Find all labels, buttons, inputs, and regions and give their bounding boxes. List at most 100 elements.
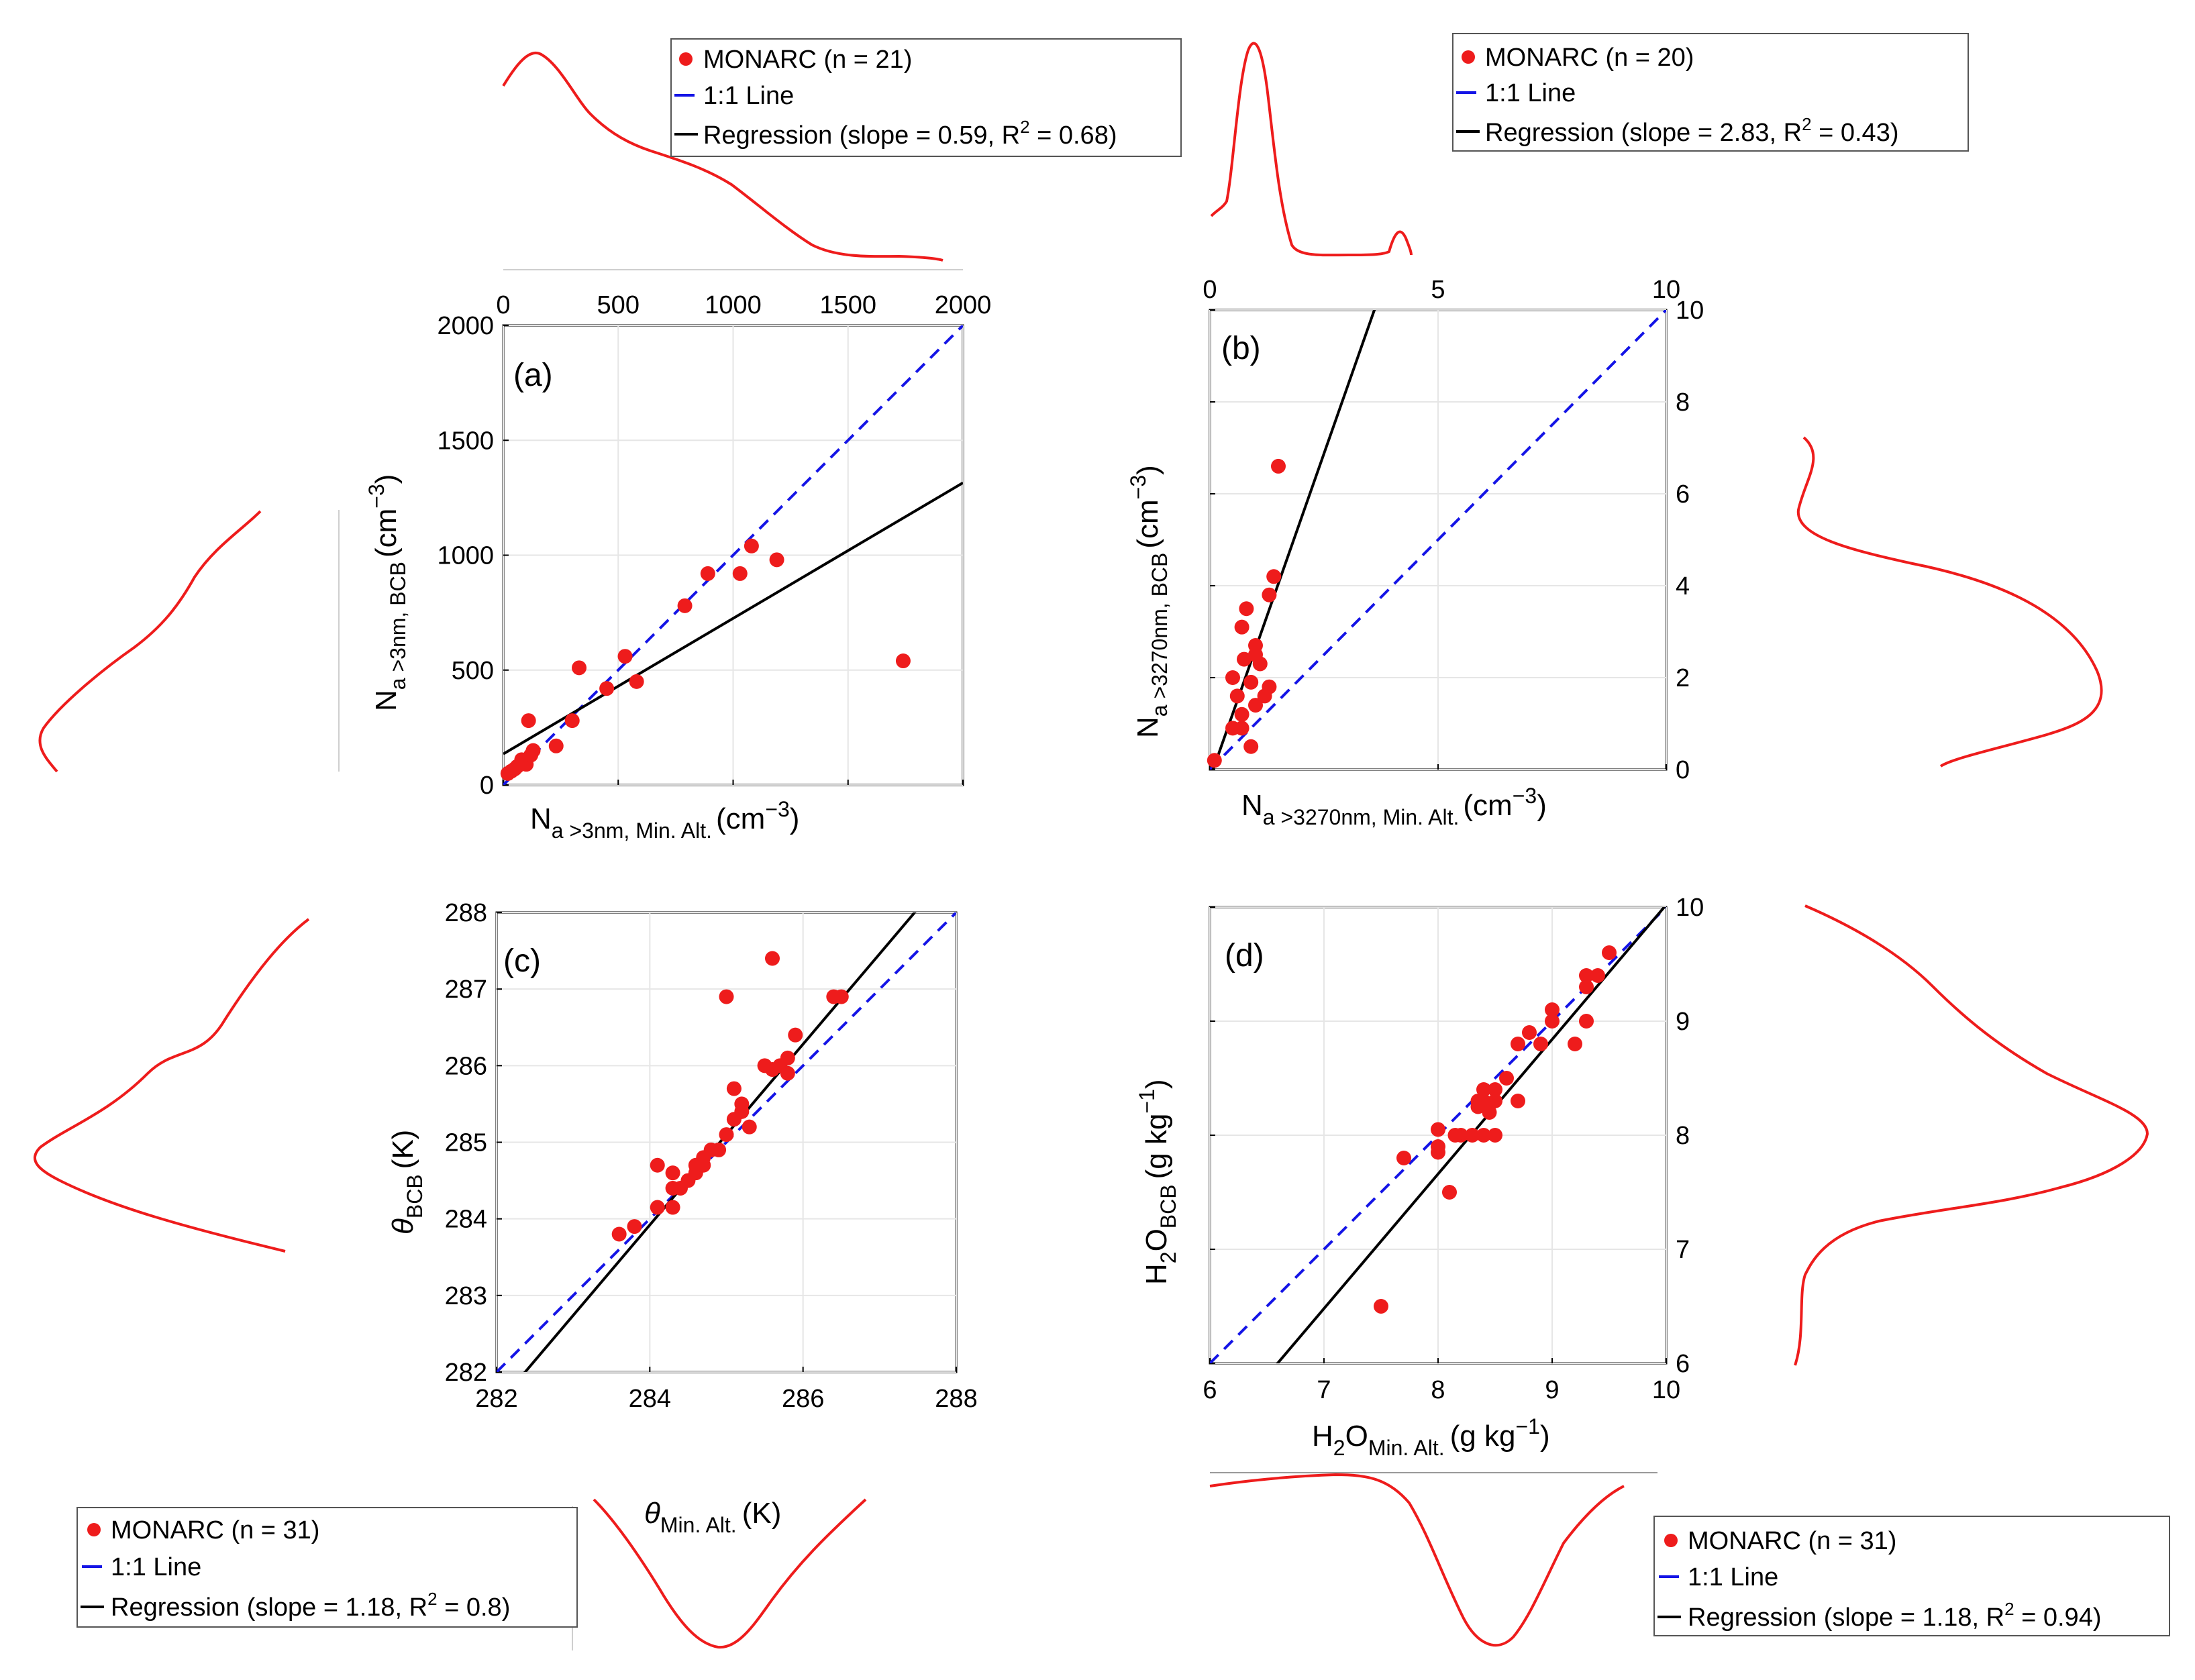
data-point xyxy=(1447,1128,1463,1143)
data-point xyxy=(572,660,587,676)
legend-c-regression-label: Regression (slope = 1.18, R2 = 0.8) xyxy=(111,1589,510,1622)
data-point xyxy=(1252,656,1268,672)
panel-d-marginal-right-curve xyxy=(1794,904,2149,1366)
data-point xyxy=(732,566,748,581)
data-point xyxy=(677,598,693,613)
x-tick-label: 282 xyxy=(475,1385,517,1413)
data-point xyxy=(1568,1037,1582,1051)
legend-a: MONARC (n = 21) 1:1 Line Regression (slo… xyxy=(670,38,1182,157)
data-point xyxy=(1545,1014,1560,1029)
x-tick-label: 0 xyxy=(496,291,510,319)
y-tick-label: 8 xyxy=(1676,1122,1690,1150)
data-point xyxy=(627,1219,642,1235)
data-point xyxy=(744,538,759,554)
data-point xyxy=(1579,968,1594,983)
regression-line xyxy=(1276,907,1666,1363)
data-point xyxy=(1590,968,1605,983)
legend-c: MONARC (n = 31) 1:1 Line Regression (slo… xyxy=(76,1507,578,1628)
legend-a-regression-label: Regression (slope = 0.59, R2 = 0.68) xyxy=(703,117,1117,150)
x-tick-label: 7 xyxy=(1317,1376,1331,1404)
y-tick-label: 10 xyxy=(1676,297,1704,325)
x-tick-label: 0 xyxy=(1203,276,1217,304)
data-point xyxy=(1239,601,1254,617)
y-tick-label: 4 xyxy=(1676,572,1690,600)
data-point xyxy=(1511,1094,1525,1108)
panel-a-label: (a) xyxy=(513,358,553,393)
data-point xyxy=(1229,688,1245,704)
legend-c-marker xyxy=(87,1523,101,1536)
x-tick-label: 2000 xyxy=(935,291,992,319)
data-point xyxy=(548,738,564,753)
y-tick-label: 2 xyxy=(1676,664,1690,692)
x-tick-label: 5 xyxy=(1431,276,1445,304)
data-point xyxy=(1488,1082,1502,1097)
data-point xyxy=(700,566,715,581)
data-point xyxy=(696,1157,711,1173)
data-point xyxy=(1545,1002,1560,1017)
data-point xyxy=(726,1081,742,1096)
legend-b: MONARC (n = 20) 1:1 Line Regression (slo… xyxy=(1452,33,1969,152)
data-point xyxy=(1442,1185,1457,1200)
panel-b-label: (b) xyxy=(1221,331,1261,366)
data-point xyxy=(1262,587,1277,602)
legend-b-marker xyxy=(1462,50,1475,64)
x-tick-label: 1000 xyxy=(705,291,762,319)
data-point xyxy=(665,1200,680,1215)
x-tick-label: 10 xyxy=(1652,1376,1680,1404)
data-point xyxy=(611,1226,627,1242)
panel-c-ticks: 282 284 286 288 282 283 284 285 286 287 288 xyxy=(445,899,978,1413)
x-tick-label: 10 xyxy=(1652,276,1680,304)
legend-a-line-label: 1:1 Line xyxy=(703,82,794,110)
panel-b-marginal-top-curve xyxy=(1210,42,1413,257)
y-tick-label: 286 xyxy=(445,1052,487,1080)
data-point xyxy=(629,674,644,689)
panel-c-marginal-left-curve xyxy=(34,918,310,1253)
y-tick-label: 288 xyxy=(445,899,487,927)
data-point xyxy=(895,653,911,669)
legend-c-marker-label: MONARC (n = 31) xyxy=(111,1516,319,1544)
legend-d: MONARC (n = 31) 1:1 Line Regression (slo… xyxy=(1653,1516,2170,1636)
data-point xyxy=(1262,679,1277,694)
legend-d-regression-label: Regression (slope = 1.18, R2 = 0.94) xyxy=(1688,1599,2101,1632)
data-point xyxy=(1271,458,1286,474)
data-point xyxy=(1234,721,1249,736)
data-point xyxy=(1476,1128,1491,1143)
data-point xyxy=(1488,1128,1502,1143)
legend-d-marker-label: MONARC (n = 31) xyxy=(1688,1527,1896,1555)
data-point xyxy=(599,681,615,696)
y-tick-label: 0 xyxy=(480,772,494,800)
panel-d-label: (d) xyxy=(1225,938,1264,974)
panel-b-ylabel: Na >3270nm, BCB(cm−3) xyxy=(1126,465,1172,738)
data-point xyxy=(1225,670,1240,685)
data-point xyxy=(742,1119,757,1135)
panel-a-points xyxy=(500,538,911,781)
panel-b-marginal-right-curve xyxy=(1796,436,2103,768)
legend-d-line-label: 1:1 Line xyxy=(1688,1563,1778,1591)
panel-b-grid xyxy=(1209,309,1667,770)
data-point xyxy=(1234,706,1249,722)
legend-c-line-label: 1:1 Line xyxy=(111,1553,201,1581)
legend-b-line-label: 1:1 Line xyxy=(1485,79,1576,107)
legend-d-marker xyxy=(1664,1534,1678,1547)
data-point xyxy=(1476,1082,1491,1097)
legend-a-marker-label: MONARC (n = 21) xyxy=(703,46,912,74)
data-point xyxy=(719,1127,734,1143)
data-point xyxy=(780,1050,795,1065)
panel-c-marginal-bottom-curve xyxy=(593,1498,867,1649)
data-point xyxy=(788,1027,803,1043)
panel-b: 0 5 10 0 2 4 6 8 10 (b) Na >3270nm, Min. Alt. (cm… xyxy=(1126,42,2103,829)
y-tick-label: 282 xyxy=(445,1359,487,1387)
panel-c: 282 284 286 288 282 283 284 285 286 287 288 (c) θM… xyxy=(34,899,978,1650)
data-point xyxy=(1488,1094,1502,1108)
panel-d-marginal-bottom-curve xyxy=(1209,1473,1625,1647)
legend-a-box xyxy=(670,38,1182,157)
data-point xyxy=(665,1165,680,1181)
y-tick-label: 0 xyxy=(1676,756,1690,784)
y-tick-label: 9 xyxy=(1676,1008,1690,1036)
x-tick-label: 500 xyxy=(597,291,640,319)
data-point xyxy=(1579,980,1594,994)
data-point xyxy=(1470,1099,1486,1114)
